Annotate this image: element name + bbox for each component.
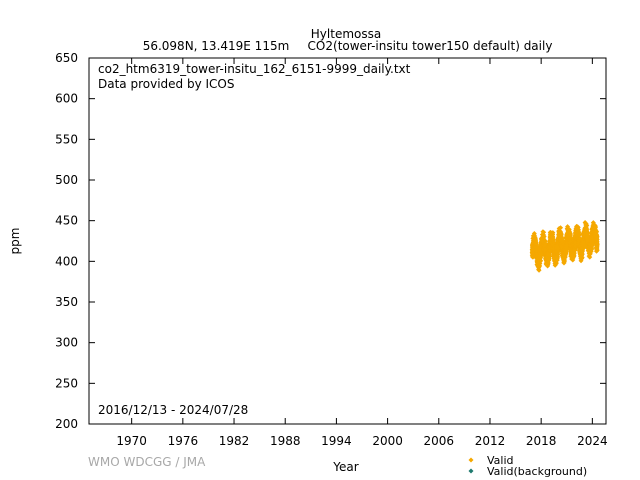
- x-tick-label: 2018: [526, 434, 557, 448]
- x-tick-label: 1976: [168, 434, 199, 448]
- provider-annotation: Data provided by ICOS: [98, 77, 234, 91]
- data-point-valid: [594, 248, 600, 254]
- data-point-valid: [555, 251, 561, 257]
- data-point-valid: [550, 230, 556, 236]
- data-point-valid: [558, 225, 564, 231]
- x-tick-label: 1970: [116, 434, 147, 448]
- data-point-valid: [594, 228, 600, 234]
- data-point-valid: [572, 247, 578, 253]
- data-point-valid: [550, 236, 556, 242]
- x-tick-label: 2006: [424, 434, 455, 448]
- chart-subtitle-dataset: CO2(tower-insitu tower150 default) daily: [308, 39, 553, 53]
- date-range-annotation: 2016/12/13 - 2024/07/28: [98, 403, 248, 417]
- data-point-valid: [579, 251, 585, 257]
- y-tick-label: 600: [55, 92, 78, 106]
- x-axis-label: Year: [332, 460, 358, 474]
- data-point-valid: [541, 229, 547, 235]
- data-point-valid: [576, 232, 582, 238]
- legend-label-valid: Valid: [487, 454, 514, 467]
- data-point-valid: [558, 231, 564, 237]
- data-point-valid: [538, 258, 544, 264]
- x-tick-label: 1994: [321, 434, 352, 448]
- data-point-valid: [581, 244, 587, 250]
- x-tick-label: 1988: [270, 434, 301, 448]
- y-axis-label: ppm: [8, 228, 22, 255]
- data-point-valid: [587, 254, 593, 260]
- data-point-valid: [594, 233, 600, 239]
- data-point-valid: [579, 254, 585, 260]
- legend-marker-valid-background: [468, 468, 474, 474]
- x-tick-label: 2024: [577, 434, 608, 448]
- y-tick-label: 550: [55, 132, 78, 146]
- legend-marker-valid: [468, 457, 474, 463]
- y-axis: 200 250 300 350 400 450 500 550 600 650: [55, 51, 606, 431]
- y-tick-label: 400: [55, 254, 78, 268]
- legend: Valid Valid(background): [468, 454, 587, 478]
- credit-text: WMO WDCGG / JMA: [88, 455, 206, 469]
- data-point-valid: [536, 267, 542, 273]
- data-point-valid: [542, 238, 548, 244]
- data-point-valid: [563, 251, 569, 257]
- data-point-valid: [541, 233, 547, 239]
- y-tick-label: 300: [55, 336, 78, 350]
- x-tick-label: 2012: [475, 434, 506, 448]
- x-tick-label: 2000: [372, 434, 403, 448]
- file-name-annotation: co2_htm6319_tower-insitu_162_6151-9999_d…: [98, 62, 411, 76]
- y-tick-label: 250: [55, 376, 78, 390]
- x-axis: 1970 1976 1982 1988 1994 2000 2006 2012 2018 2024: [116, 58, 608, 448]
- data-point-valid: [594, 242, 600, 248]
- data-point-valid: [593, 224, 599, 230]
- data-point-valid: [555, 255, 561, 261]
- chart-subtitle-location: 56.098N, 13.419E 115m: [143, 39, 290, 53]
- y-tick-label: 200: [55, 417, 78, 431]
- data-point-valid: [589, 246, 595, 252]
- data-point-valid: [568, 232, 574, 238]
- y-tick-label: 350: [55, 295, 78, 309]
- x-tick-label: 1982: [219, 434, 250, 448]
- chart-title: Hyltemossa: [311, 27, 381, 41]
- data-point-valid: [561, 258, 567, 264]
- y-tick-label: 500: [55, 173, 78, 187]
- data-point-valid: [589, 242, 595, 248]
- data-point-valid: [584, 226, 590, 232]
- series-valid-points: [529, 220, 600, 273]
- data-point-valid: [585, 230, 591, 236]
- data-point-valid: [547, 252, 553, 258]
- legend-label-valid-background: Valid(background): [487, 465, 587, 478]
- data-point-valid: [584, 222, 590, 228]
- plot-area-frame: [88, 57, 607, 425]
- y-tick-label: 650: [55, 51, 78, 65]
- y-tick-label: 450: [55, 214, 78, 228]
